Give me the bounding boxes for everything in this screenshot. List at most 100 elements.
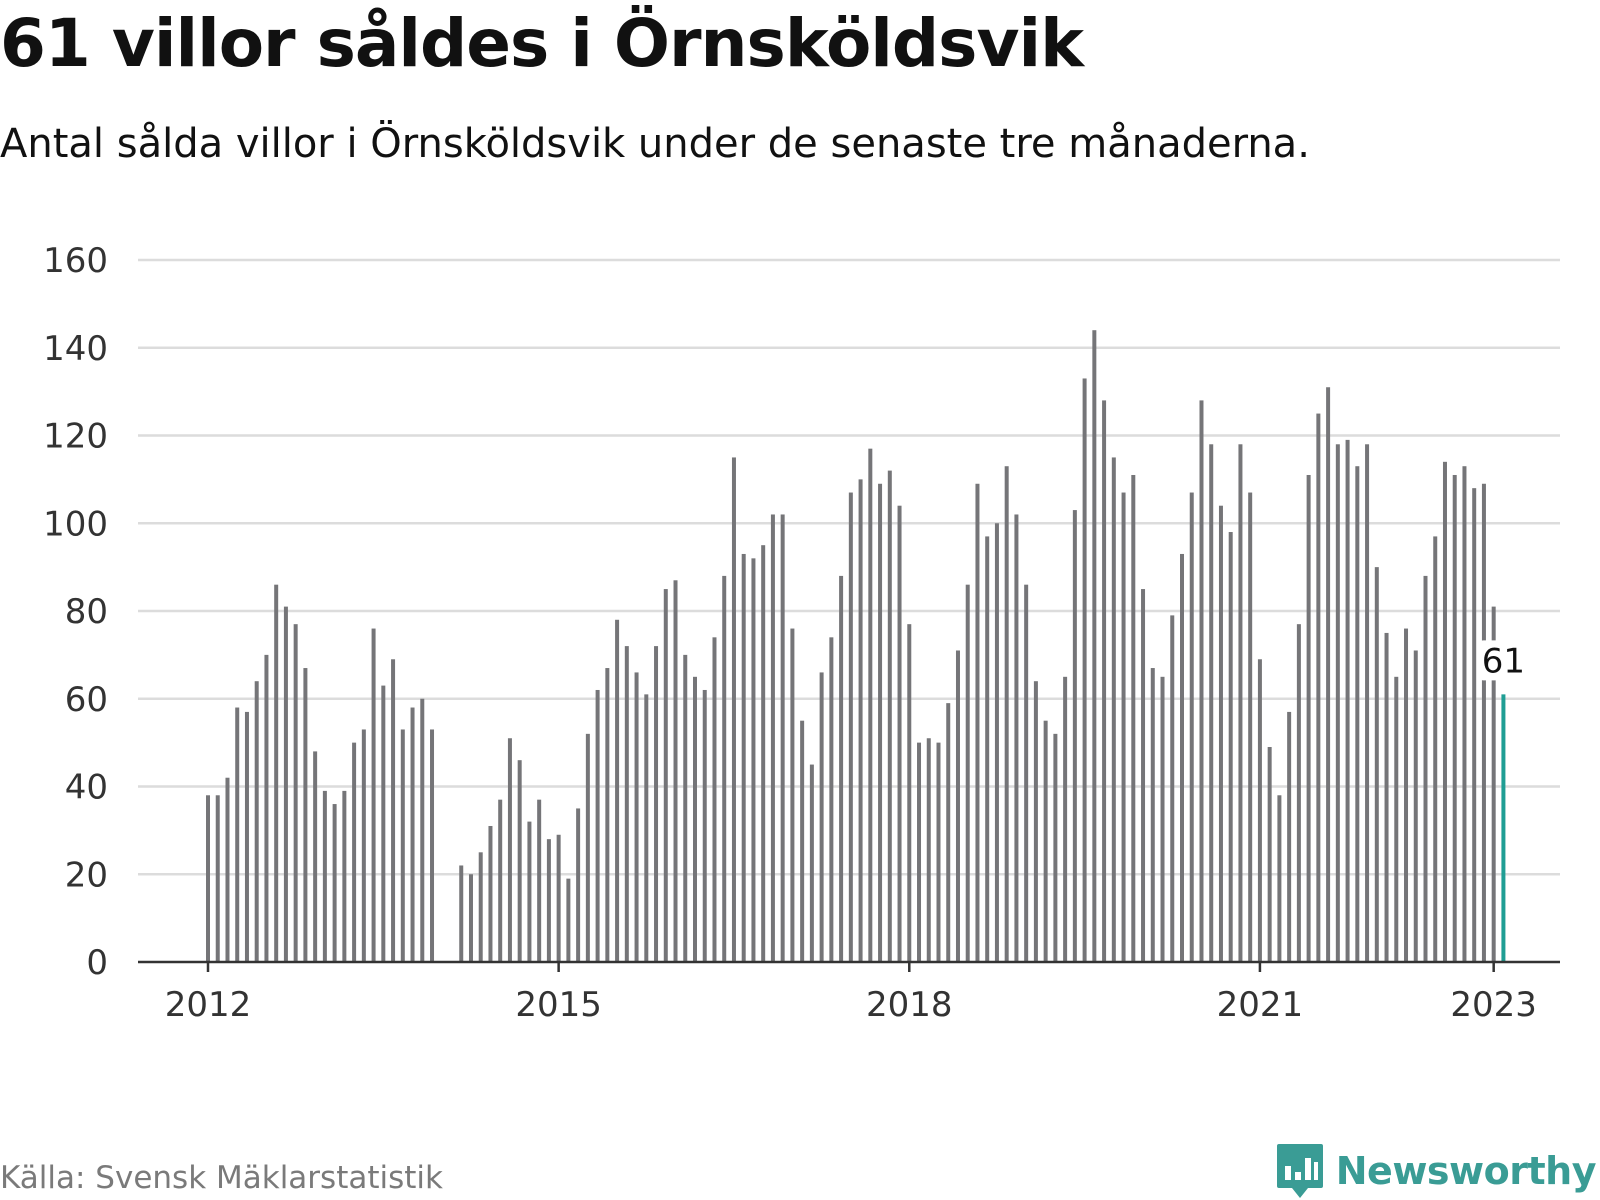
bar — [848, 492, 853, 962]
bar — [225, 777, 230, 962]
x-tick-label: 2021 — [1217, 985, 1304, 1025]
bar — [868, 448, 873, 963]
bar — [488, 825, 493, 962]
bar — [1277, 795, 1282, 962]
bar — [235, 707, 240, 962]
bar — [264, 654, 269, 962]
bar — [1326, 387, 1331, 962]
bar — [507, 738, 512, 962]
bar — [1033, 681, 1038, 962]
bar — [1442, 461, 1447, 962]
bar — [1209, 444, 1214, 962]
bar — [274, 584, 279, 962]
bar — [332, 804, 337, 962]
bar — [215, 795, 220, 962]
bar — [352, 742, 357, 962]
data-labels: 61 — [1477, 640, 1530, 681]
y-axis-ticks: 0 20 40 60 80 100 120 140 160 — [43, 241, 108, 983]
bar — [878, 483, 883, 962]
bar — [673, 580, 678, 962]
data-label-background — [1477, 640, 1530, 681]
bar — [975, 483, 980, 962]
bar — [644, 694, 649, 962]
bar — [702, 689, 707, 962]
bar — [751, 558, 756, 962]
bar — [712, 637, 717, 962]
bar — [468, 874, 473, 962]
bar — [634, 672, 639, 962]
bar — [1394, 676, 1399, 962]
bar — [1404, 628, 1409, 962]
bar — [1345, 439, 1350, 962]
bar — [206, 795, 210, 962]
bar — [683, 654, 688, 962]
bar-chart-speech-bubble-icon — [1276, 1144, 1323, 1198]
bar — [1024, 584, 1029, 962]
x-tick-label: 2015 — [515, 985, 602, 1025]
x-axis-ticks: 2012 2015 2018 2021 2023 — [165, 962, 1537, 1025]
chart-title: 61 villor såldes i Örnsköldsvik — [0, 5, 1084, 82]
y-tick-label: 0 — [86, 943, 108, 983]
y-tick-label: 40 — [65, 768, 108, 808]
bar — [1180, 553, 1184, 962]
bar — [1287, 711, 1292, 962]
chart-subtitle: Antal sålda villor i Örnsköldsvik under … — [0, 121, 1310, 167]
bar — [605, 668, 610, 962]
bar — [1248, 492, 1253, 962]
x-tick-label: 2023 — [1450, 985, 1537, 1025]
bar — [985, 536, 990, 962]
bar — [1306, 474, 1311, 962]
bar — [566, 878, 571, 962]
brand-name: Newsworthy — [1335, 1149, 1597, 1193]
bar — [1472, 488, 1477, 962]
bar — [1374, 567, 1379, 962]
bar — [1413, 650, 1418, 962]
bar — [1121, 492, 1126, 962]
bar — [430, 729, 435, 962]
bar — [663, 589, 668, 962]
bar — [546, 839, 551, 962]
bar — [400, 729, 405, 962]
bar — [1160, 676, 1165, 962]
bar — [770, 514, 775, 962]
bar — [1267, 747, 1272, 962]
bar — [595, 689, 600, 962]
bar — [887, 470, 892, 962]
bar — [946, 703, 951, 962]
bar — [1082, 378, 1087, 962]
x-tick-label: 2012 — [165, 985, 252, 1025]
bar — [800, 720, 805, 962]
bar — [1170, 615, 1175, 962]
bar — [780, 514, 785, 962]
bar — [1131, 474, 1136, 962]
bar — [391, 659, 396, 962]
bar — [361, 729, 366, 962]
y-tick-label: 160 — [43, 241, 108, 281]
source-note: Källa: Svensk Mäklarstatistik — [0, 1160, 443, 1196]
bar-highlight — [1501, 694, 1506, 962]
data-label: 61 — [1482, 641, 1525, 681]
brand-logo[interactable]: Newsworthy — [1276, 1142, 1597, 1200]
bar — [1365, 444, 1370, 962]
bar — [498, 799, 503, 962]
bar — [517, 760, 522, 962]
bar — [459, 865, 464, 962]
bar — [576, 808, 581, 962]
bar — [741, 553, 746, 962]
bar — [527, 821, 532, 962]
bar — [936, 742, 941, 962]
bar — [1452, 474, 1457, 962]
bar — [1433, 536, 1438, 962]
bar — [1150, 668, 1155, 962]
bar — [585, 733, 590, 962]
bar — [654, 646, 659, 962]
bar — [809, 764, 814, 962]
bar — [1423, 575, 1428, 962]
bar — [371, 628, 376, 962]
bar — [1355, 466, 1360, 962]
bar — [1228, 532, 1233, 962]
bar — [293, 624, 298, 962]
bar — [342, 790, 347, 962]
bar — [926, 738, 931, 962]
bar — [1014, 514, 1019, 962]
